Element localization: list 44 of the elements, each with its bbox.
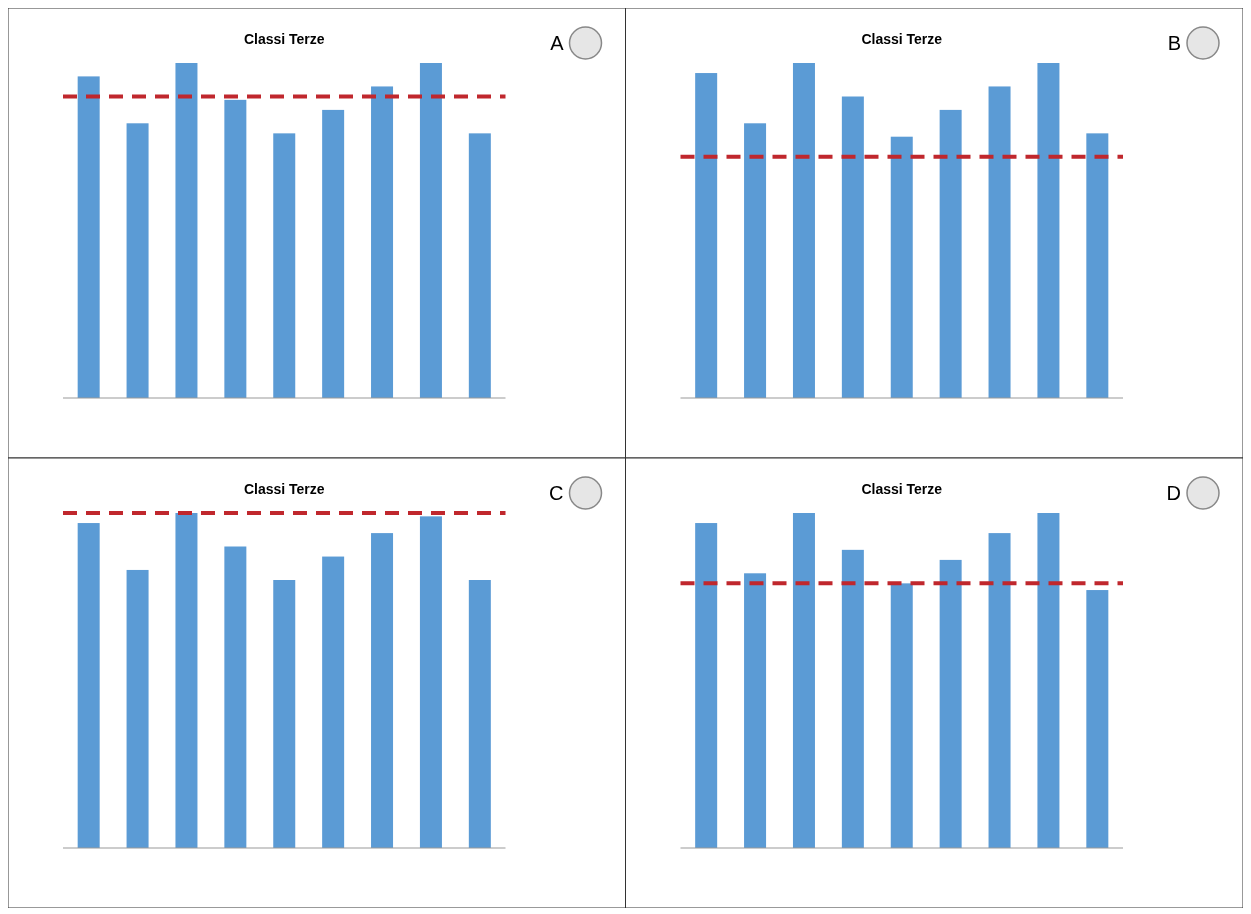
bar [939, 559, 962, 848]
bar [744, 123, 767, 398]
bar [371, 533, 394, 848]
chart-title: Classi Terze [243, 31, 325, 47]
bar [322, 556, 345, 848]
chart-title: Classi Terze [861, 31, 943, 47]
bar [841, 96, 864, 398]
bar [890, 136, 913, 398]
bar [939, 109, 962, 398]
bar [792, 513, 815, 848]
bar [695, 73, 718, 398]
bar [988, 86, 1011, 398]
bar [419, 63, 442, 398]
bar [273, 133, 296, 398]
bar [371, 86, 394, 398]
text: D [1166, 482, 1181, 504]
bar [419, 516, 442, 848]
bar [468, 580, 491, 848]
bar [273, 580, 296, 848]
bar [1037, 513, 1060, 848]
bar [77, 76, 100, 398]
bar [224, 99, 247, 398]
bar [1037, 63, 1060, 398]
bar [1086, 590, 1109, 848]
bar [175, 63, 198, 398]
bar [695, 523, 718, 848]
bar [988, 533, 1011, 848]
bar [1086, 133, 1109, 398]
bar [77, 523, 100, 848]
bar [175, 513, 198, 848]
bar [744, 573, 767, 848]
text: C [549, 482, 564, 504]
text: B [1167, 32, 1181, 54]
chart-title: Classi Terze [861, 481, 943, 497]
bar [322, 109, 345, 398]
bar [890, 583, 913, 848]
text: A [550, 32, 565, 54]
chart-title: Classi Terze [243, 481, 325, 497]
bar [468, 133, 491, 398]
bar [126, 569, 149, 848]
bar [792, 63, 815, 398]
bar [841, 549, 864, 848]
bar [224, 546, 247, 848]
bar [126, 123, 149, 398]
